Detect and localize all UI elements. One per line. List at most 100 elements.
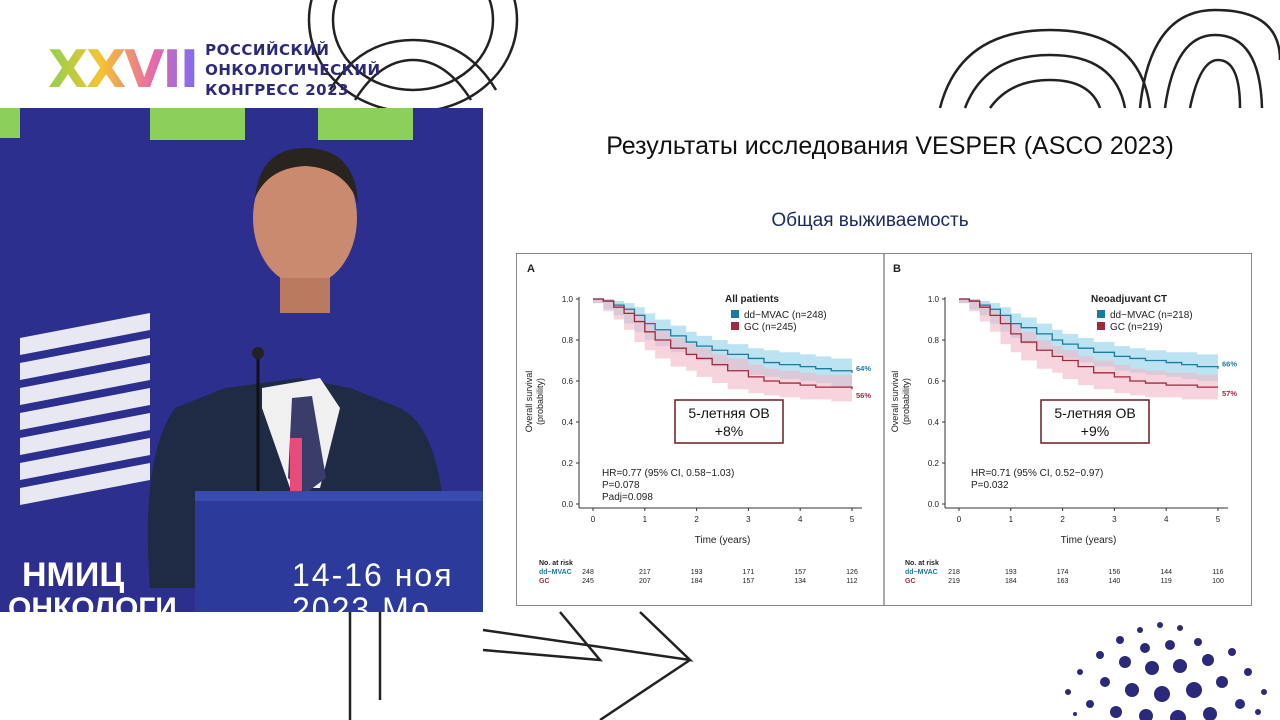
panel-label: B	[893, 263, 901, 275]
risk-value: 193	[691, 569, 703, 576]
legend-title: All patients	[725, 294, 779, 305]
annotation-box	[1040, 399, 1150, 444]
end-label-gc: 56%	[856, 391, 871, 400]
y-tick-label: 1.0	[928, 295, 940, 304]
risk-table-title: No. at risk	[905, 560, 939, 567]
annotation-box	[674, 399, 784, 444]
legend-swatch-ddmvac	[1097, 310, 1105, 318]
legend-swatch-gc	[731, 322, 739, 330]
risk-value: 157	[794, 569, 806, 576]
risk-row-label: GC	[905, 578, 916, 585]
km-figure: A 0.0 0.2 0.4 0.6 0.8 1.0 0 1 2 3 4 5 Time (years) Ove…	[516, 253, 1252, 606]
y-tick-label: 0.2	[928, 459, 940, 468]
congress-logo: XXVII РОССИЙСКИЙ ОНКОЛОГИЧЕСКИЙ КОНГРЕСС…	[48, 38, 381, 102]
survival-line-gc	[593, 298, 853, 390]
x-tick-label: 4	[1164, 515, 1169, 524]
risk-value: 134	[794, 578, 806, 585]
risk-value: 184	[1005, 578, 1017, 585]
x-tick-label: 2	[1060, 515, 1065, 524]
legend-swatch-ddmvac	[731, 310, 739, 318]
legend-entry: GC (n=245)	[744, 322, 797, 333]
stat-line: P=0.032	[971, 480, 1009, 491]
risk-value: 218	[948, 569, 960, 576]
end-label-ddmvac: 66%	[1222, 360, 1237, 369]
end-label-ddmvac: 64%	[856, 364, 871, 373]
video-banner-text-2: ОНКОЛОГИ	[8, 592, 177, 612]
annotation-line-1: 5-летняя ОВ	[1054, 405, 1135, 421]
x-tick-label: 2	[694, 515, 699, 524]
risk-value: 174	[1057, 569, 1069, 576]
ci-band-gc	[593, 299, 852, 402]
speaker-video-scene: НМИЦ ОНКОЛОГИ 14-16 ноя 2023 Мо	[0, 108, 483, 612]
km-chart-svg: A 0.0 0.2 0.4 0.6 0.8 1.0 0 1 2 3 4 5 Time (years) Ove…	[524, 254, 1237, 605]
y-axis-label-2: (probability)	[901, 378, 911, 425]
end-label-gc: 57%	[1222, 389, 1237, 398]
survival-line-gc	[959, 298, 1218, 388]
legend-entry: dd−MVAC (n=248)	[744, 310, 827, 321]
risk-value: 245	[582, 578, 594, 585]
stat-line: Padj=0.098	[602, 492, 653, 503]
x-tick-label: 3	[1112, 515, 1117, 524]
km-panel: A 0.0 0.2 0.4 0.6 0.8 1.0 0 1 2 3 4 5 Time (years) Ove…	[524, 263, 871, 585]
risk-value: 171	[743, 569, 755, 576]
slide-title: Результаты исследования VESPER (ASCO 202…	[606, 132, 1174, 160]
video-banner-text: НМИЦ	[22, 556, 124, 594]
x-tick-label: 0	[957, 515, 962, 524]
annotation-line-1: 5-летняя ОВ	[688, 405, 769, 421]
y-axis-label: Overall survival	[890, 371, 900, 433]
risk-table-title: No. at risk	[539, 560, 573, 567]
annotation-line-2: +9%	[1081, 423, 1109, 439]
y-axis-label: Overall survival	[524, 371, 534, 433]
risk-value: 219	[948, 578, 960, 585]
x-tick-label: 1	[643, 515, 648, 524]
x-tick-label: 3	[746, 515, 751, 524]
y-axis-label-2: (probability)	[535, 378, 545, 425]
risk-value: 163	[1057, 578, 1069, 585]
ci-band-gc	[959, 299, 1218, 400]
risk-value: 157	[743, 578, 755, 585]
legend-swatch-gc	[1097, 322, 1105, 330]
video-dates: 14-16 ноя	[292, 557, 454, 593]
slide-subtitle: Общая выживаемость	[771, 210, 969, 231]
risk-value: 184	[691, 578, 703, 585]
risk-value: 140	[1109, 578, 1121, 585]
risk-row-label: GC	[539, 578, 550, 585]
risk-value: 207	[639, 578, 651, 585]
y-tick-label: 0.0	[562, 500, 574, 509]
risk-value: 116	[1212, 569, 1223, 576]
y-tick-label: 0.0	[928, 500, 940, 509]
speaker-video: НМИЦ ОНКОЛОГИ 14-16 ноя 2023 Мо	[0, 108, 483, 612]
y-tick-label: 0.8	[562, 336, 574, 345]
logo-text: РОССИЙСКИЙ ОНКОЛОГИЧЕСКИЙ КОНГРЕСС 2023	[205, 40, 380, 100]
stat-line: HR=0.77 (95% CI, 0.58−1.03)	[602, 468, 734, 479]
stat-line: HR=0.71 (95% CI, 0.52−0.97)	[971, 468, 1103, 479]
risk-value: 193	[1005, 569, 1017, 576]
risk-value: 100	[1212, 578, 1224, 585]
logo-line-2: ОНКОЛОГИЧЕСКИЙ	[205, 61, 381, 79]
x-tick-label: 5	[1216, 515, 1221, 524]
risk-value: 112	[846, 578, 857, 585]
stat-line: P=0.078	[602, 480, 640, 491]
logo-line-1: РОССИЙСКИЙ	[205, 41, 330, 59]
risk-row-label: dd−MVAC	[905, 569, 938, 576]
y-tick-label: 1.0	[562, 295, 574, 304]
x-tick-label: 5	[850, 515, 855, 524]
y-tick-label: 0.4	[928, 418, 940, 427]
risk-value: 156	[1109, 569, 1121, 576]
y-tick-label: 0.8	[928, 336, 940, 345]
logo-line-3: КОНГРЕСС 2023	[205, 81, 349, 99]
logo-numeral: XXVII	[48, 40, 199, 100]
legend-title: Neoadjuvant CT	[1091, 294, 1167, 305]
risk-value: 217	[639, 569, 651, 576]
y-tick-label: 0.4	[562, 418, 574, 427]
y-tick-label: 0.6	[562, 377, 574, 386]
risk-row-label: dd−MVAC	[539, 569, 572, 576]
annotation-line-2: +8%	[715, 423, 743, 439]
risk-value: 144	[1160, 569, 1172, 576]
panel-label: A	[527, 263, 535, 275]
risk-value: 248	[582, 569, 594, 576]
risk-value: 119	[1161, 578, 1172, 585]
risk-value: 126	[846, 569, 858, 576]
y-tick-label: 0.2	[562, 459, 574, 468]
